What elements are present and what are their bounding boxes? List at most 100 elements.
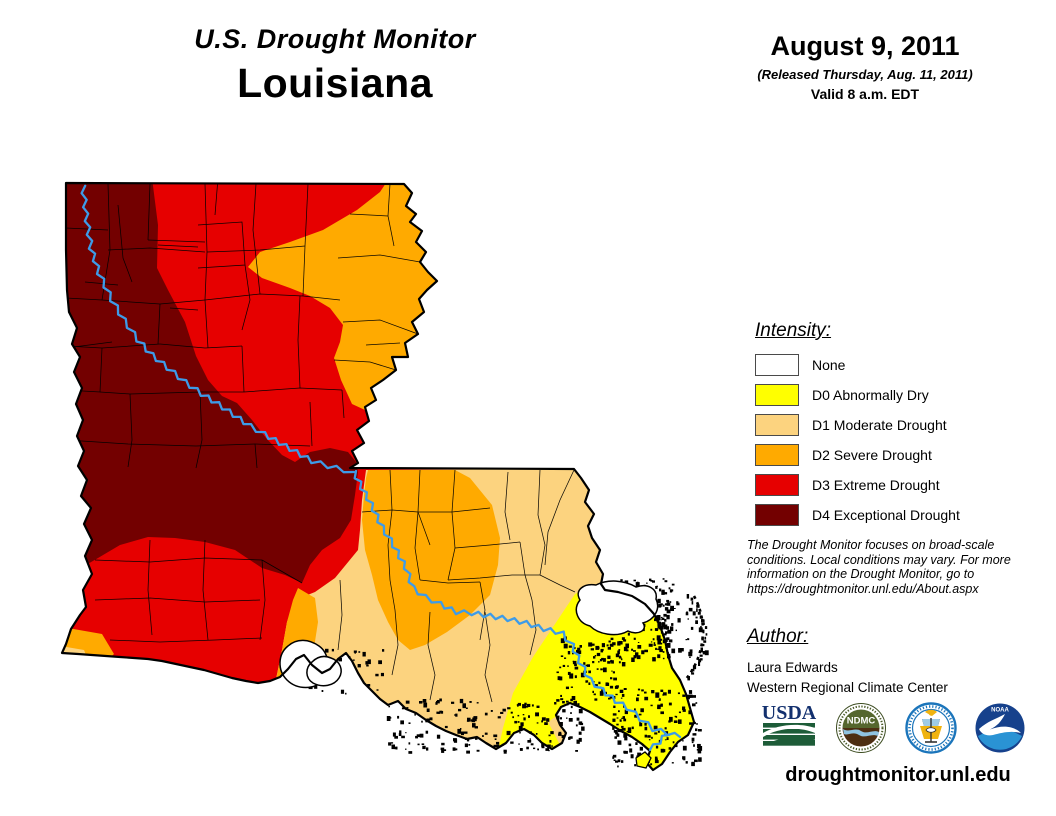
parish-boundary <box>341 389 345 419</box>
legend-item-none: None <box>755 353 1045 376</box>
barrier-island-speckle <box>691 601 694 605</box>
marsh-speckle <box>550 731 554 735</box>
marsh-speckle <box>636 697 639 702</box>
marsh-speckle <box>668 702 672 706</box>
marsh-speckle <box>682 745 687 751</box>
marsh-speckle <box>664 592 668 595</box>
marsh-speckle <box>651 690 655 694</box>
parish-boundary <box>539 574 576 593</box>
marsh-speckle <box>647 735 651 738</box>
parish-boundary <box>202 539 209 641</box>
parish-boundary <box>197 221 246 269</box>
marsh-speckle <box>459 698 464 704</box>
marsh-speckle <box>541 743 545 747</box>
marsh-speckle <box>612 642 616 646</box>
parish-boundary <box>337 579 343 651</box>
marsh-speckle <box>603 658 606 662</box>
marsh-speckle <box>660 748 665 753</box>
marsh-speckle <box>627 632 630 636</box>
marsh-speckle <box>620 579 623 582</box>
marsh-speckle <box>401 735 405 739</box>
marsh-speckle <box>663 624 668 630</box>
marsh-speckle <box>599 659 603 662</box>
marsh-speckle <box>423 702 428 708</box>
marsh-speckle <box>496 741 500 745</box>
marsh-speckle <box>619 641 623 645</box>
marsh-speckle <box>429 717 433 721</box>
marsh-speckle <box>671 648 676 654</box>
marsh-speckle <box>653 644 656 646</box>
marsh-speckle <box>612 713 617 716</box>
marsh-speckle <box>425 730 429 734</box>
marsh-speckle <box>634 764 637 767</box>
marsh-speckle <box>639 722 643 727</box>
marsh-speckle <box>573 700 577 705</box>
parish-boundary <box>195 391 203 469</box>
marsh-speckle <box>659 588 662 592</box>
marsh-speckle <box>666 737 669 740</box>
marsh-speckle <box>657 706 660 709</box>
disclaimer-link-text: https://droughtmonitor.unl.edu/About.asp… <box>747 581 979 596</box>
marsh-speckle <box>466 738 470 742</box>
marsh-speckle <box>580 722 584 726</box>
marsh-speckle <box>644 691 647 694</box>
parish-boundary <box>127 393 133 468</box>
parish-boundary <box>302 245 306 297</box>
marsh-speckle <box>441 749 445 753</box>
marsh-speckle <box>549 740 552 743</box>
marsh-speckle <box>520 722 524 727</box>
marsh-speckle <box>669 626 674 632</box>
marsh-speckle <box>631 648 634 651</box>
marsh-speckle <box>666 614 670 620</box>
legend-item-d4: D4 Exceptional Drought <box>755 503 1045 526</box>
marsh-speckle <box>695 620 698 624</box>
marsh-speckle <box>666 609 671 614</box>
marsh-speckle <box>633 655 637 659</box>
parish-boundary <box>261 559 303 584</box>
swatch-d4 <box>755 503 799 526</box>
marsh-speckle <box>605 691 607 694</box>
marsh-speckle <box>688 710 692 715</box>
barrier-island-speckle <box>698 661 701 666</box>
marsh-speckle <box>664 739 667 741</box>
marsh-speckle <box>468 744 471 746</box>
marsh-speckle <box>603 667 607 673</box>
state-name: Louisiana <box>237 60 433 106</box>
swatch-d0 <box>755 383 799 406</box>
marsh-speckle <box>397 715 400 719</box>
marsh-speckle <box>366 664 369 667</box>
svg-text:NOAA: NOAA <box>991 708 1009 714</box>
marsh-speckle <box>437 700 440 703</box>
marsh-speckle <box>678 648 682 653</box>
marsh-speckle <box>578 731 582 735</box>
marsh-speckle <box>517 705 519 707</box>
parish-boundary <box>252 183 261 295</box>
marsh-speckle <box>689 649 693 654</box>
parish-boundary <box>447 574 540 581</box>
marsh-speckle <box>416 734 421 737</box>
marsh-speckle <box>382 649 385 652</box>
page-title: U.S. Drought Monitor <box>194 24 476 54</box>
marsh-speckle <box>678 719 682 724</box>
marsh-speckle <box>641 650 645 655</box>
marsh-speckle <box>574 666 579 670</box>
marsh-speckle <box>653 725 658 730</box>
marsh-speckle <box>535 712 539 717</box>
marsh-speckle <box>519 748 523 751</box>
parish-boundary <box>297 295 301 389</box>
marsh-speckle <box>338 658 342 662</box>
marsh-speckle <box>490 710 493 712</box>
marsh-speckle <box>466 750 470 754</box>
marsh-speckle <box>653 642 656 645</box>
marsh-speckle <box>624 709 628 715</box>
marsh-speckle <box>695 723 698 725</box>
marsh-speckle <box>633 650 636 652</box>
ndmc-logo-icon: NDMC <box>836 703 887 753</box>
marsh-speckle <box>536 722 539 724</box>
swatch-d3 <box>755 473 799 496</box>
marsh-speckle <box>668 720 671 723</box>
marsh-speckle <box>601 657 604 661</box>
marsh-speckle <box>625 649 629 652</box>
marsh-speckle <box>592 690 594 693</box>
marsh-speckle <box>638 713 642 716</box>
